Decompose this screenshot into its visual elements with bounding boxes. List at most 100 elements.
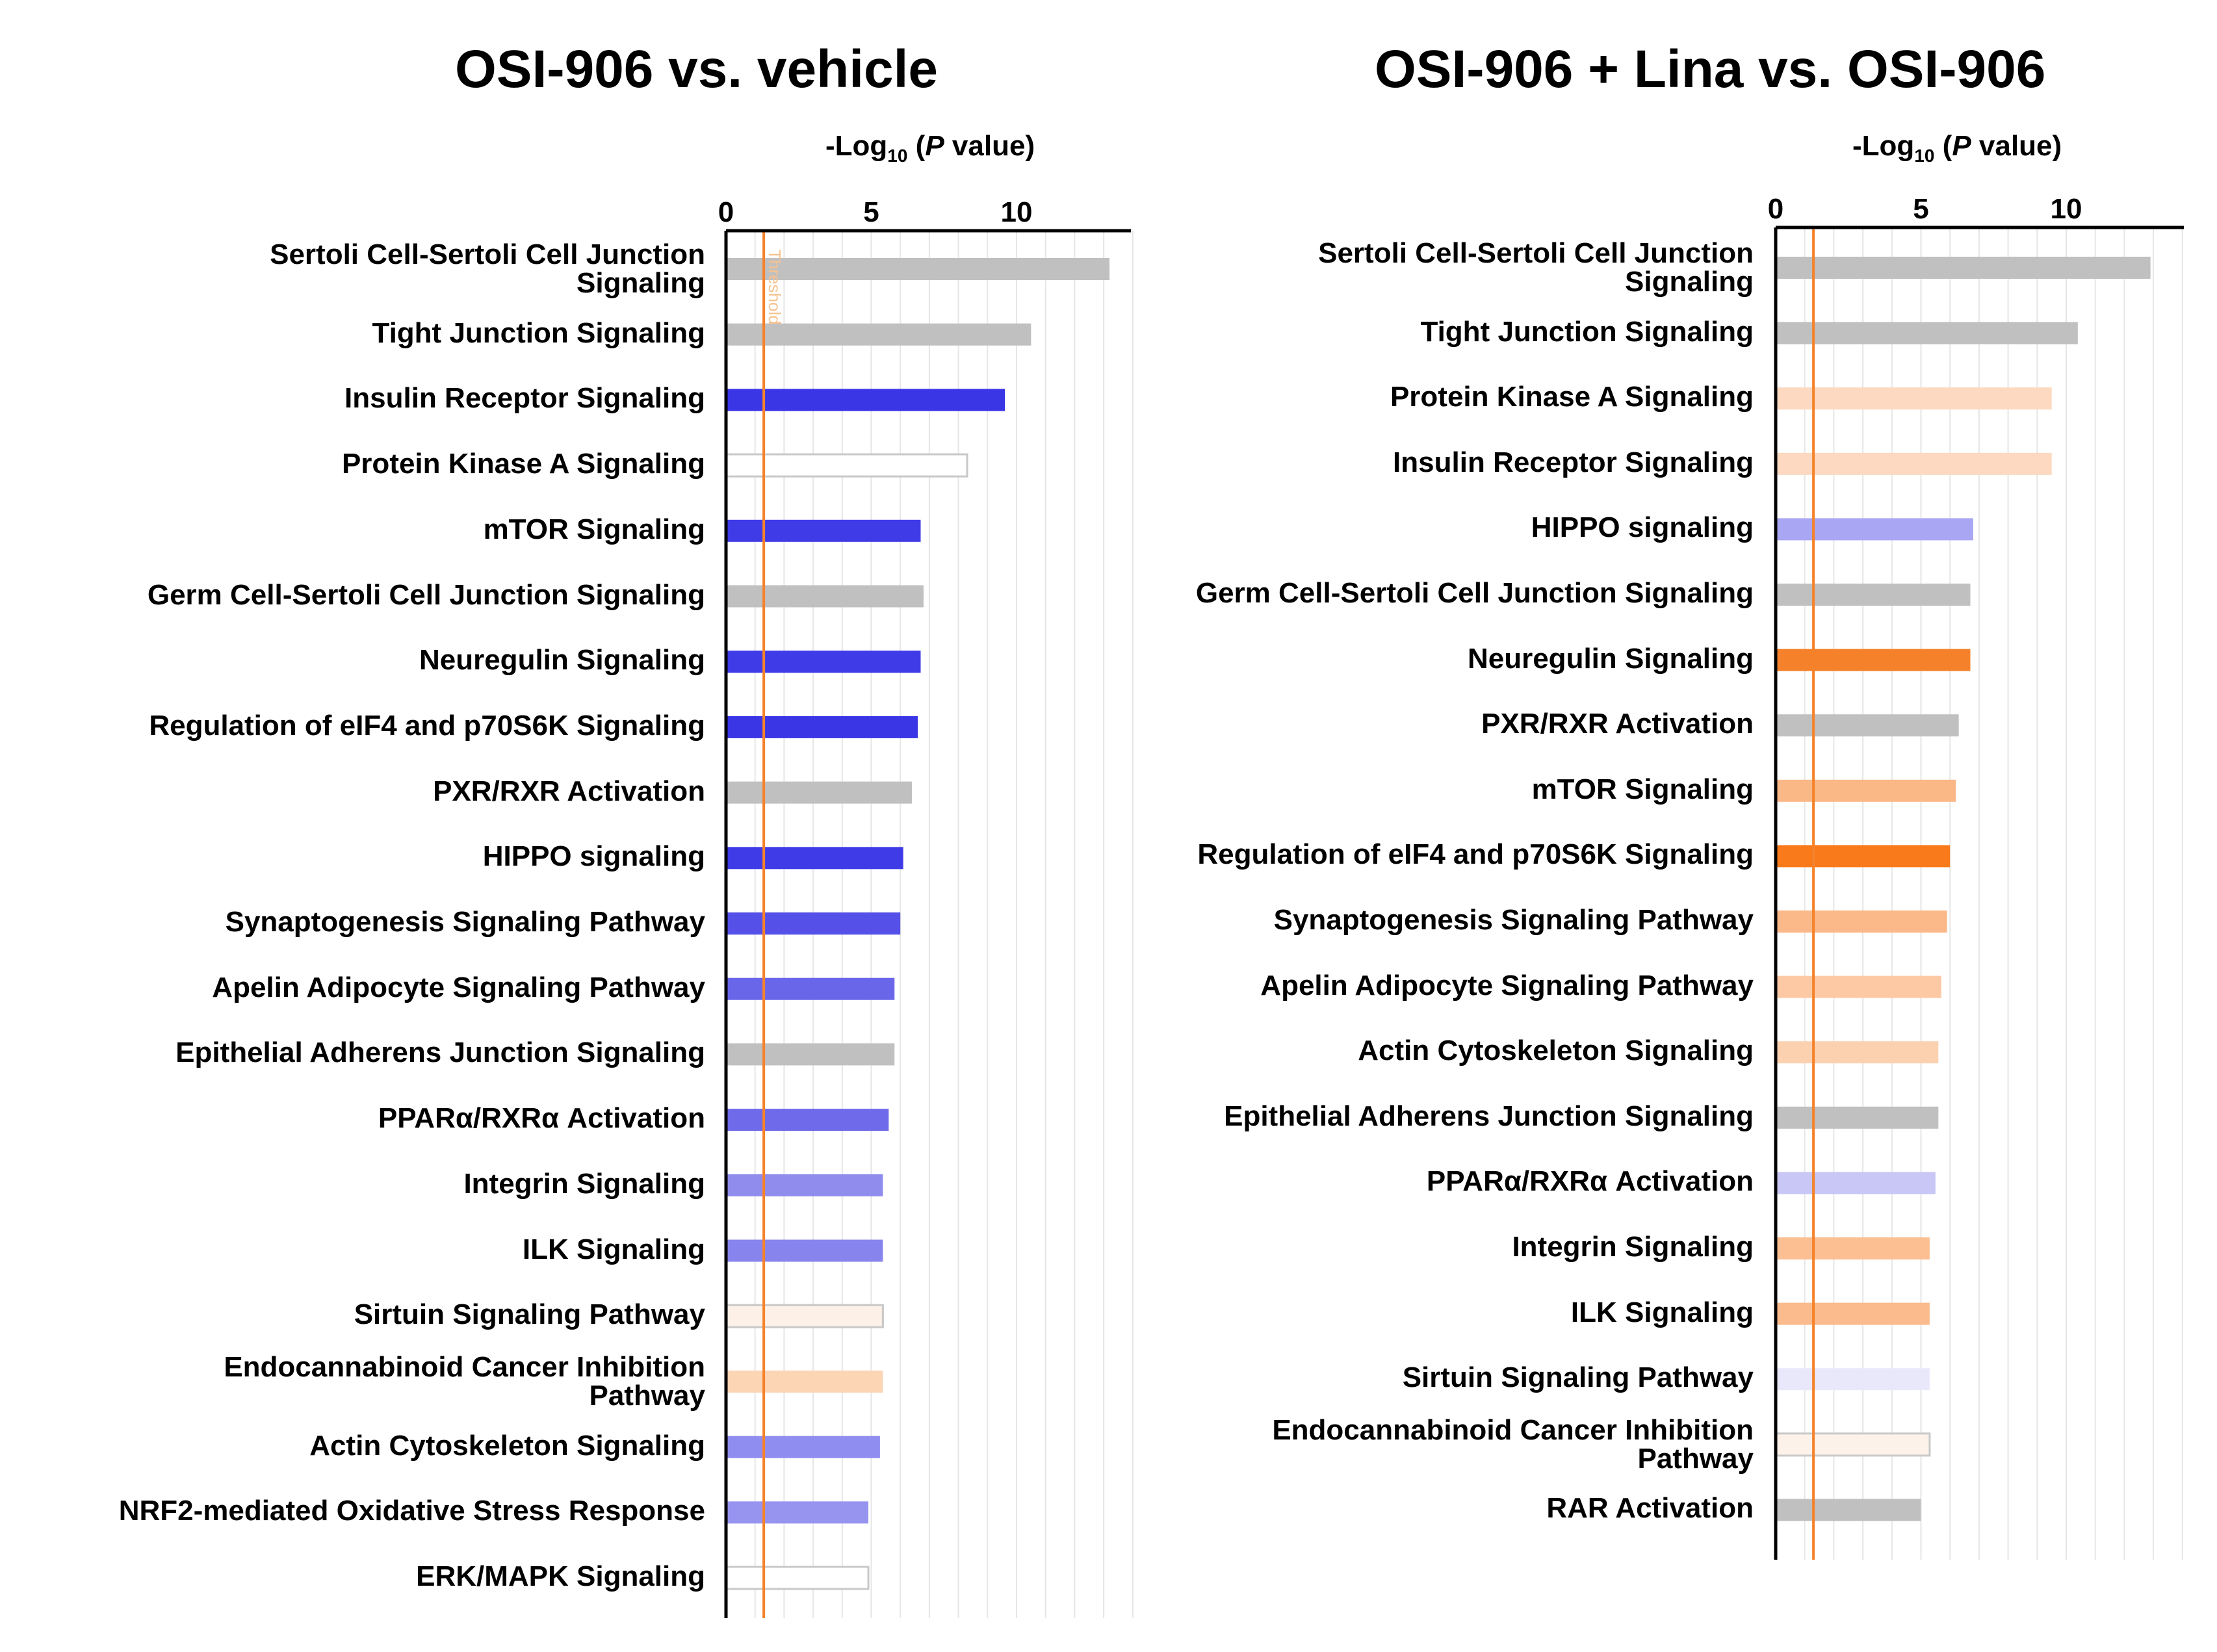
category-label: mTOR Signaling: [483, 513, 705, 545]
bar: [726, 585, 924, 608]
category-label: Synaptogenesis Signaling Pathway: [1273, 904, 1754, 936]
category-label: ILK Signaling: [1570, 1296, 1754, 1328]
category-label: Germ Cell-Sertoli Cell Junction Signalin…: [1195, 577, 1754, 609]
axis-title-rest: value): [944, 130, 1035, 162]
bar: [1774, 1432, 1931, 1457]
x-tick-label: 5: [1913, 193, 1928, 225]
bar: [1776, 518, 1973, 541]
axis-title-rest: value): [1971, 130, 2062, 162]
bar: [1776, 387, 2052, 410]
axis-title-open: (: [1934, 130, 1952, 162]
category-label: mTOR Signaling: [1531, 773, 1754, 805]
chart-2-title: OSI-906 + Lina vs. OSI-906: [1375, 40, 2046, 99]
bar: [726, 781, 913, 804]
category-label: Germ Cell-Sertoli Cell Junction Signalin…: [147, 578, 705, 611]
category-label: PXR/RXR Activation: [1481, 708, 1754, 740]
category-label: Apelin Adipocyte Signaling Pathway: [212, 971, 705, 1003]
bar: [726, 1436, 880, 1458]
bar: [1776, 1237, 1930, 1259]
bar: [726, 977, 895, 1000]
x-tick-label: 5: [863, 196, 879, 228]
bar: [726, 258, 1110, 280]
category-label: HIPPO signaling: [1531, 511, 1754, 544]
category-label: Sirtuin Signaling Pathway: [1402, 1362, 1754, 1394]
x-tick-label: 10: [2051, 193, 2082, 225]
category-label: Protein Kinase A Signaling: [341, 448, 705, 480]
category-label: Sertoli Cell-Sertoli Cell Junction Signal…: [1318, 237, 1754, 298]
bar: [726, 1174, 883, 1196]
category-label: Sertoli Cell-Sertoli Cell Junction Signal…: [270, 239, 705, 299]
axis-title-open: (: [907, 130, 926, 162]
axis-title-italic: P: [925, 130, 944, 162]
bar: [726, 847, 903, 870]
bar: [1776, 1172, 1936, 1194]
category-label: Actin Cytoskeleton Signaling: [1358, 1035, 1754, 1067]
bar: [726, 651, 921, 673]
category-label: Regulation of eIF4 and p70S6K Signaling: [1197, 838, 1754, 871]
bar: [726, 323, 1031, 346]
category-label: ERK/MAPK Signaling: [416, 1560, 705, 1592]
category-label: PPARα/RXRα Activation: [1426, 1165, 1754, 1198]
category-label: Endocannabinoid Cancer Inhibition Pathway: [224, 1350, 705, 1412]
x-tick-label: 10: [1001, 196, 1033, 228]
bar: [726, 519, 921, 542]
bar: [726, 1239, 883, 1262]
axis-title-sub: 10: [887, 145, 908, 166]
bar: [1776, 779, 1956, 802]
category-label: Protein Kinase A Signaling: [1390, 381, 1754, 413]
category-label: RAR Activation: [1546, 1492, 1754, 1525]
bar: [726, 1370, 883, 1393]
bar: [1776, 649, 1971, 671]
bar: [1776, 975, 1941, 998]
bar: [1776, 714, 1959, 737]
bar: [1776, 845, 1951, 868]
category-label: Synaptogenesis Signaling Pathway: [225, 906, 705, 938]
axis-title-italic: P: [1952, 130, 1971, 162]
bar: [726, 1501, 869, 1524]
x-tick-label: 0: [1768, 193, 1783, 225]
category-label: Insulin Receptor Signaling: [344, 382, 705, 415]
bar: [1776, 257, 2151, 279]
category-label: PXR/RXR Activation: [433, 775, 705, 807]
chart-2-axis-title: -Log10 (P value): [1852, 130, 2062, 166]
category-label: Regulation of eIF4 and p70S6K Signaling: [149, 709, 705, 742]
category-label: Tight Junction Signaling: [1420, 315, 1754, 348]
bar: [1776, 584, 1971, 606]
bar: [1776, 1499, 1921, 1521]
bar: [1776, 1368, 1930, 1391]
category-label: Neuregulin Signaling: [419, 644, 705, 677]
bar: [726, 1109, 889, 1131]
axis-title-prefix: -Log: [1852, 130, 1915, 162]
category-label: Epithelial Adherens Junction Signaling: [1224, 1100, 1754, 1132]
x-tick-label: 0: [718, 196, 734, 228]
chart-1-title: OSI-906 vs. vehicle: [455, 40, 939, 99]
axis-title-prefix: -Log: [825, 130, 888, 162]
bar: [1776, 1302, 1930, 1325]
bar: [1776, 910, 1947, 933]
bar: [1776, 322, 2078, 344]
bar: [726, 716, 918, 738]
bar: [726, 1043, 895, 1066]
category-label: NRF2-mediated Oxidative Stress Response: [118, 1495, 705, 1527]
category-label: Tight Junction Signaling: [372, 316, 706, 349]
category-label: Actin Cytoskeleton Signaling: [309, 1429, 705, 1462]
category-label: ILK Signaling: [522, 1233, 705, 1265]
bar: [726, 389, 1005, 411]
category-label: Integrin Signaling: [1512, 1231, 1754, 1263]
category-label: HIPPO signaling: [482, 840, 705, 873]
bar: [1776, 1106, 1939, 1129]
axis-title-sub: 10: [1914, 145, 1935, 166]
chart-1-axis-title: -Log10 (P value): [825, 130, 1035, 166]
bar: [725, 1566, 870, 1590]
category-label: Integrin Signaling: [463, 1167, 705, 1200]
bar: [1776, 1041, 1939, 1064]
category-label: PPARα/RXRα Activation: [378, 1102, 705, 1135]
category-label: Endocannabinoid Cancer Inhibition Pathway: [1272, 1413, 1754, 1475]
bar: [1776, 452, 2052, 475]
category-label: Neuregulin Signaling: [1467, 642, 1754, 675]
bar: [726, 912, 901, 935]
category-label: Apelin Adipocyte Signaling Pathway: [1260, 969, 1754, 1001]
category-label: Sirtuin Signaling Pathway: [354, 1298, 705, 1331]
